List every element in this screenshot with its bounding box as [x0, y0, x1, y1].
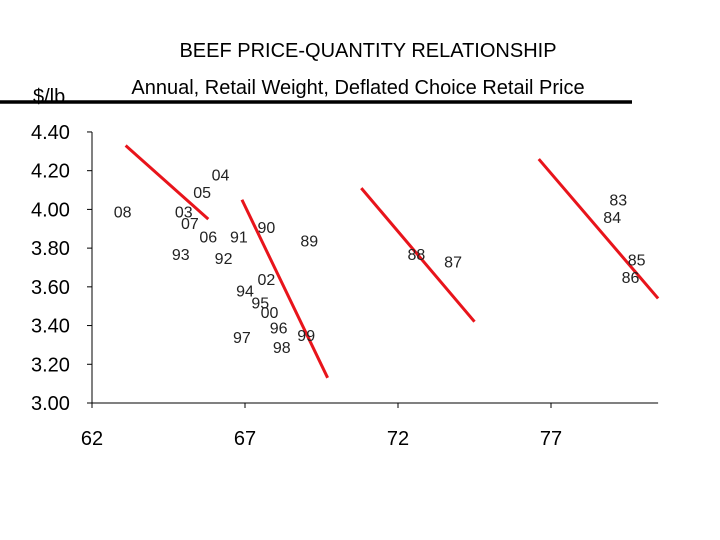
- chart-subtitle: Annual, Retail Weight, Deflated Choice R…: [131, 77, 585, 99]
- data-point-label: 96: [270, 320, 288, 337]
- data-point-label: 03: [175, 204, 193, 221]
- data-point-label: 91: [230, 230, 248, 247]
- y-tick-label: 3.20: [31, 354, 70, 376]
- x-tick-label: 77: [540, 428, 562, 450]
- x-tick-label: 72: [387, 428, 409, 450]
- trend-line: [124, 144, 210, 221]
- data-point-label: 87: [444, 255, 462, 272]
- data-point-label: 05: [193, 185, 211, 202]
- chart-title: BEEF PRICE-QUANTITY RELATIONSHIP: [179, 40, 557, 62]
- data-point-label: 85: [628, 253, 646, 270]
- data-point-label: 07: [181, 216, 199, 233]
- y-tick-label: 4.00: [31, 199, 70, 221]
- data-point-label: 97: [233, 330, 251, 347]
- data-point-label: 04: [212, 168, 230, 185]
- trend-line: [537, 158, 660, 300]
- y-tick-label: 3.80: [31, 238, 70, 260]
- data-point-label: 83: [609, 193, 627, 210]
- data-point-label: 95: [251, 295, 269, 312]
- y-tick-label: 3.60: [31, 277, 70, 299]
- y-tick-label: 4.20: [31, 161, 70, 183]
- data-point-label: 99: [297, 328, 315, 345]
- data-point-label: 02: [258, 272, 276, 289]
- data-point-label: 93: [172, 247, 190, 264]
- data-point-label: 90: [258, 220, 276, 237]
- y-tick-label: 3.00: [31, 393, 70, 415]
- trend-line: [240, 199, 329, 379]
- x-tick-label: 62: [81, 428, 103, 450]
- x-tick-label: 67: [234, 428, 256, 450]
- trend-line: [360, 187, 476, 323]
- data-point-label: 06: [199, 230, 217, 247]
- y-tick-label: 4.40: [31, 122, 70, 144]
- data-point-label: 88: [407, 247, 425, 264]
- y-tick-label: 3.40: [31, 316, 70, 338]
- data-point-label: 92: [215, 251, 233, 268]
- data-point-label: 08: [114, 204, 132, 221]
- data-point-label: 98: [273, 340, 291, 357]
- data-point-label: 84: [603, 210, 621, 227]
- data-point-label: 00: [261, 305, 279, 322]
- data-point-label: 89: [300, 233, 318, 250]
- data-point-label: 94: [236, 284, 254, 301]
- data-point-label: 86: [622, 270, 640, 287]
